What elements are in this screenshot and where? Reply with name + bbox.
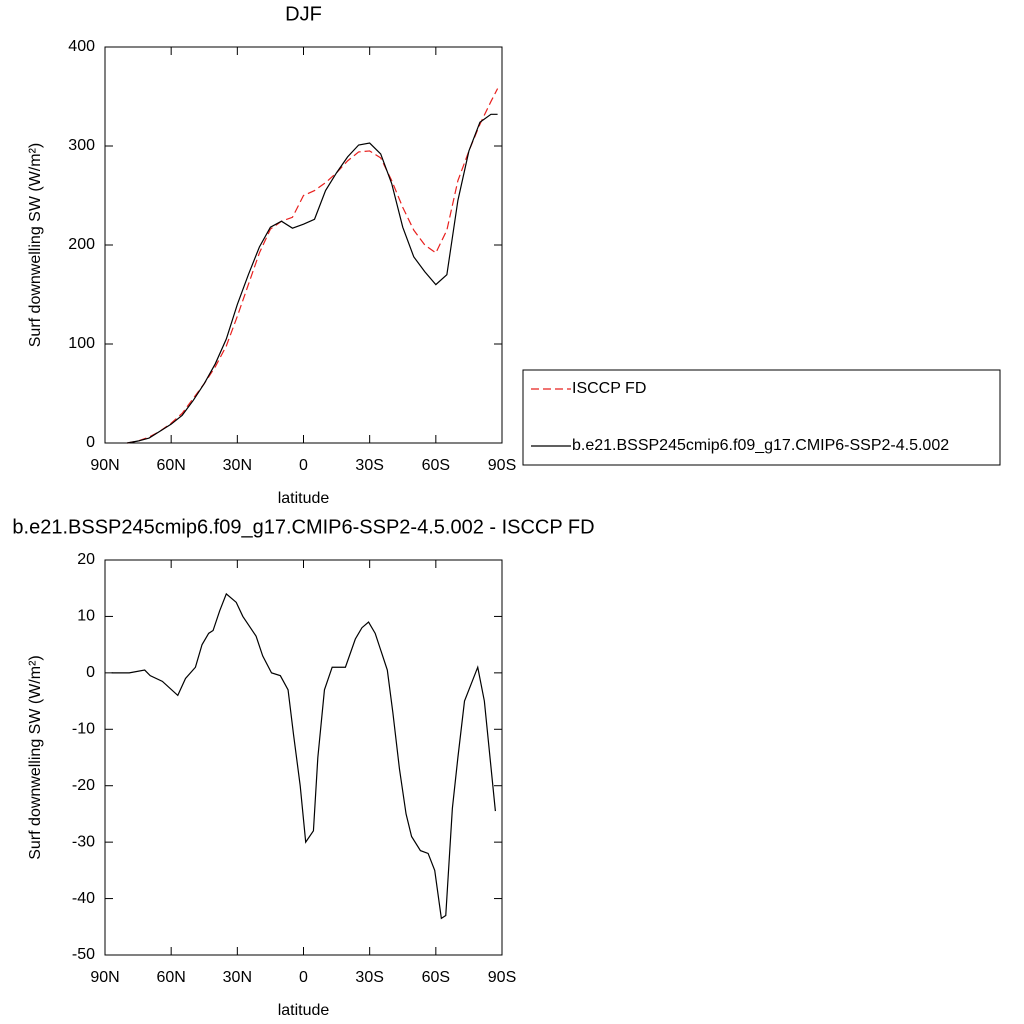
y-axis-label: Surf downwelling SW (W/m²) — [27, 655, 44, 859]
y-tick-label: -20 — [72, 777, 95, 794]
y-tick-label: 0 — [86, 434, 95, 451]
y-axis-label: Surf downwelling SW (W/m²) — [27, 143, 44, 347]
y-tick-label: 100 — [68, 335, 95, 352]
legend: ISCCP FD b.e21.BSSP245cmip6.f09_g17.CMIP6… — [522, 369, 1001, 466]
x-axis-label: latitude — [278, 490, 330, 507]
x-axis-label: latitude — [278, 1002, 330, 1019]
x-tick-label: 60S — [422, 969, 450, 986]
y-tick-label: -30 — [72, 833, 95, 850]
legend-label: ISCCP FD — [572, 380, 646, 397]
x-tick-label: 0 — [299, 969, 308, 986]
y-tick-label: -40 — [72, 890, 95, 907]
x-tick-label: 90N — [90, 969, 119, 986]
plot-frame — [104, 46, 503, 444]
y-tick-label: 20 — [77, 551, 95, 568]
y-tick-label: 10 — [77, 608, 95, 625]
y-tick-label: -10 — [72, 721, 95, 738]
y-tick-label: 300 — [68, 137, 95, 154]
x-tick-label: 30N — [223, 457, 252, 474]
data-line — [126, 113, 498, 444]
y-tick-label: 200 — [68, 236, 95, 253]
y-tick-label: 0 — [86, 664, 95, 681]
x-tick-label: 30S — [355, 969, 383, 986]
x-tick-label: 60S — [422, 457, 450, 474]
x-tick-label: 30N — [223, 969, 252, 986]
data-line — [111, 592, 496, 920]
chart-title: DJF — [285, 3, 322, 25]
x-tick-label: 0 — [299, 457, 308, 474]
data-line — [126, 88, 499, 444]
x-tick-label: 90S — [488, 969, 516, 986]
plot-frame — [104, 559, 503, 956]
y-tick-label: -50 — [72, 946, 95, 963]
y-tick-label: 400 — [68, 38, 95, 55]
x-tick-label: 90S — [488, 457, 516, 474]
legend-label: b.e21.BSSP245cmip6.f09_g17.CMIP6-SSP2-4.… — [572, 437, 949, 454]
x-tick-label: 60N — [156, 969, 185, 986]
x-tick-label: 90N — [90, 457, 119, 474]
legend-frame — [522, 369, 1001, 466]
x-tick-label: 30S — [355, 457, 383, 474]
x-tick-label: 60N — [156, 457, 185, 474]
chart-title: b.e21.BSSP245cmip6.f09_g17.CMIP6-SSP2-4.… — [12, 516, 594, 538]
